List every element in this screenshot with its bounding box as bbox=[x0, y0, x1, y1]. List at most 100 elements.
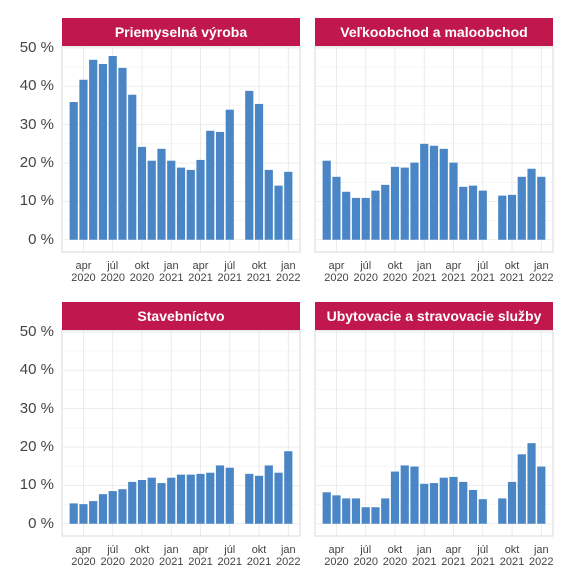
bar bbox=[478, 190, 487, 240]
y-tick-label: 30 % bbox=[19, 115, 54, 133]
x-tick-label: jan 2022 bbox=[276, 544, 301, 568]
bar bbox=[322, 492, 331, 524]
y-tick-label: 0 % bbox=[28, 514, 54, 532]
bar bbox=[157, 148, 166, 240]
bar bbox=[361, 197, 370, 240]
bar bbox=[245, 90, 254, 240]
x-tick-label: júl 2021 bbox=[217, 544, 242, 568]
x-tick-label: okt 2021 bbox=[499, 260, 525, 284]
bar bbox=[332, 495, 341, 524]
y-tick-label: 20 % bbox=[19, 154, 54, 171]
x-tick-label: júl 2021 bbox=[217, 260, 242, 284]
x-tick-label: júl 2020 bbox=[100, 544, 125, 568]
bar bbox=[118, 489, 127, 524]
bar bbox=[410, 466, 419, 524]
bar bbox=[371, 190, 380, 240]
bar bbox=[137, 479, 147, 524]
x-tick-label: okt 2020 bbox=[129, 260, 155, 284]
x-tick-label: júl 2021 bbox=[470, 544, 495, 568]
y-tick-label: 30 % bbox=[19, 399, 54, 417]
bar bbox=[498, 498, 507, 524]
panel-header bbox=[62, 302, 300, 330]
bar bbox=[390, 166, 400, 240]
x-tick-label: okt 2020 bbox=[129, 544, 155, 568]
bar bbox=[507, 194, 517, 240]
x-tick-label: okt 2021 bbox=[246, 260, 272, 284]
bar bbox=[400, 465, 409, 524]
bar bbox=[459, 481, 468, 524]
bar bbox=[459, 186, 468, 240]
bar bbox=[274, 185, 283, 240]
panel-title: Stavebníctvo bbox=[137, 308, 225, 324]
bar bbox=[254, 103, 264, 240]
bar bbox=[332, 176, 341, 240]
x-tick-label: júl 2020 bbox=[353, 544, 378, 568]
panel-title: Veľkoobchod a maloobchod bbox=[340, 24, 528, 40]
bar bbox=[79, 504, 88, 524]
bar bbox=[420, 143, 429, 240]
y-tick-label: 50 % bbox=[19, 38, 54, 56]
bar bbox=[274, 472, 283, 524]
bar bbox=[167, 477, 176, 524]
x-tick-label: okt 2021 bbox=[246, 544, 272, 568]
bar bbox=[89, 59, 98, 240]
bar bbox=[196, 159, 205, 240]
bar bbox=[167, 160, 176, 240]
bar bbox=[527, 168, 536, 240]
bar bbox=[98, 64, 108, 240]
bar bbox=[410, 162, 419, 240]
bar bbox=[69, 102, 78, 240]
panel-title: Priemyselná výroba bbox=[114, 24, 248, 40]
x-tick-label: apr 2021 bbox=[188, 260, 213, 284]
bar bbox=[137, 146, 147, 240]
bar bbox=[98, 494, 108, 524]
x-tick-label: okt 2021 bbox=[499, 544, 525, 568]
bar bbox=[176, 167, 186, 240]
bar bbox=[371, 507, 380, 524]
y-tick-label: 20 % bbox=[19, 438, 54, 455]
bar bbox=[439, 148, 448, 240]
bar bbox=[429, 145, 439, 240]
bar bbox=[186, 474, 195, 524]
bar bbox=[400, 167, 409, 240]
bar bbox=[225, 109, 234, 240]
x-tick-label: jan 2021 bbox=[411, 260, 437, 284]
bar bbox=[118, 67, 127, 240]
bar bbox=[527, 443, 536, 524]
bar bbox=[215, 131, 225, 240]
bar bbox=[264, 169, 273, 240]
bar bbox=[478, 499, 487, 524]
bar bbox=[517, 176, 526, 240]
bar bbox=[128, 481, 137, 524]
bar bbox=[108, 491, 117, 524]
x-tick-label: okt 2020 bbox=[382, 544, 408, 568]
bar bbox=[468, 489, 478, 524]
y-tick-label: 40 % bbox=[19, 77, 54, 95]
bar bbox=[342, 191, 351, 240]
bar bbox=[537, 466, 546, 524]
bar bbox=[69, 503, 78, 524]
bar bbox=[225, 467, 234, 524]
bar bbox=[206, 130, 215, 240]
bar bbox=[147, 160, 156, 240]
x-tick-label: jan 2022 bbox=[529, 544, 554, 568]
panel-header bbox=[315, 18, 553, 46]
x-tick-label: jan 2021 bbox=[158, 260, 184, 284]
panel-title: Ubytovacie a stravovacie služby bbox=[326, 308, 542, 324]
bar bbox=[468, 185, 478, 240]
bar bbox=[196, 473, 205, 524]
bar bbox=[361, 507, 370, 524]
bar bbox=[449, 476, 458, 524]
bar bbox=[176, 474, 186, 524]
bar bbox=[351, 197, 361, 240]
x-tick-label: júl 2021 bbox=[470, 260, 495, 284]
x-tick-label: jan 2021 bbox=[411, 544, 437, 568]
bar bbox=[79, 79, 88, 240]
x-tick-label: jan 2021 bbox=[158, 544, 184, 568]
bar bbox=[449, 162, 458, 240]
bar bbox=[284, 451, 293, 524]
x-tick-label: jan 2022 bbox=[529, 260, 554, 284]
bar bbox=[390, 471, 400, 524]
